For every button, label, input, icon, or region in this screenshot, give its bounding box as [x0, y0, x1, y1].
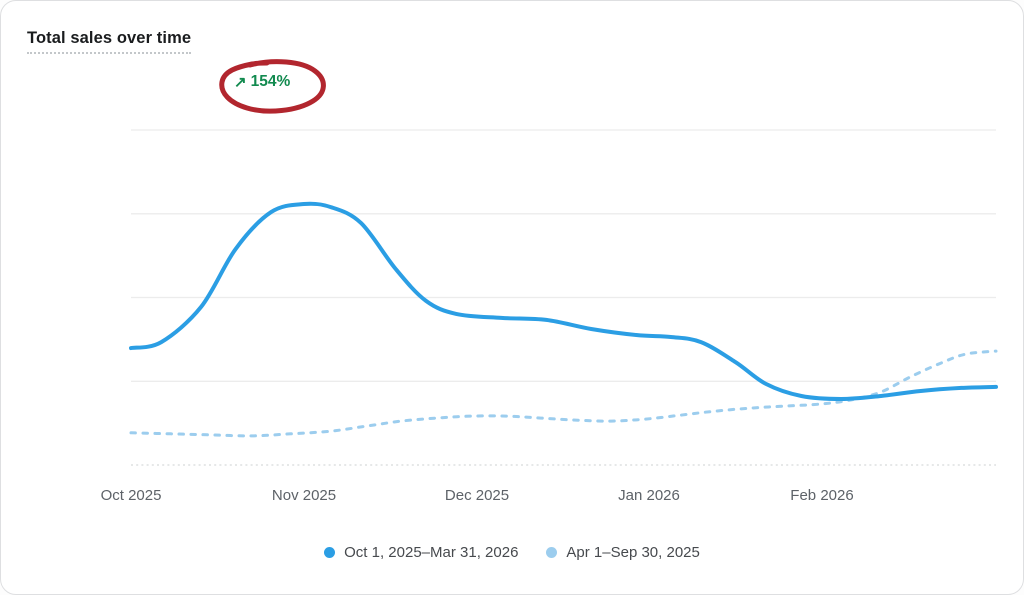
x-tick-oct-2025: Oct 2025: [100, 487, 162, 504]
legend-item-current-period: Oct 1, 2025–Mar 31, 2026: [324, 544, 518, 561]
x-tick-jan-2026: Jan 2026: [618, 487, 680, 504]
gridlines: [131, 129, 996, 466]
current-period-line[interactable]: [129, 201, 998, 401]
legend-label-current-period: Oct 1, 2025–Mar 31, 2026: [344, 544, 519, 561]
chart-title[interactable]: Total sales over time: [27, 29, 192, 54]
x-tick-nov-2025: Nov 2025: [271, 487, 337, 504]
x-tick-feb-2026: Feb 2026: [790, 487, 854, 504]
comparison-period-dot-icon: [546, 547, 558, 558]
comparison-period-line[interactable]: [129, 349, 998, 438]
x-tick-dec-2025: Dec 2025: [444, 487, 510, 504]
legend-item-comparison-period: Apr 1–Sep 30, 2025: [546, 544, 700, 561]
trend-up-arrow-icon: ↗: [234, 74, 247, 91]
page-title: Total sales over time: [27, 29, 192, 54]
current-period-dot-icon: [324, 547, 336, 558]
change-badge: ↗ 154%: [234, 73, 290, 91]
legend-label-comparison-period: Apr 1–Sep 30, 2025: [566, 544, 700, 561]
change-percent-value: 154%: [250, 73, 291, 90]
chart-legend: Oct 1, 2025–Mar 31, 2026 Apr 1–Sep 30, 2…: [1, 544, 1023, 561]
